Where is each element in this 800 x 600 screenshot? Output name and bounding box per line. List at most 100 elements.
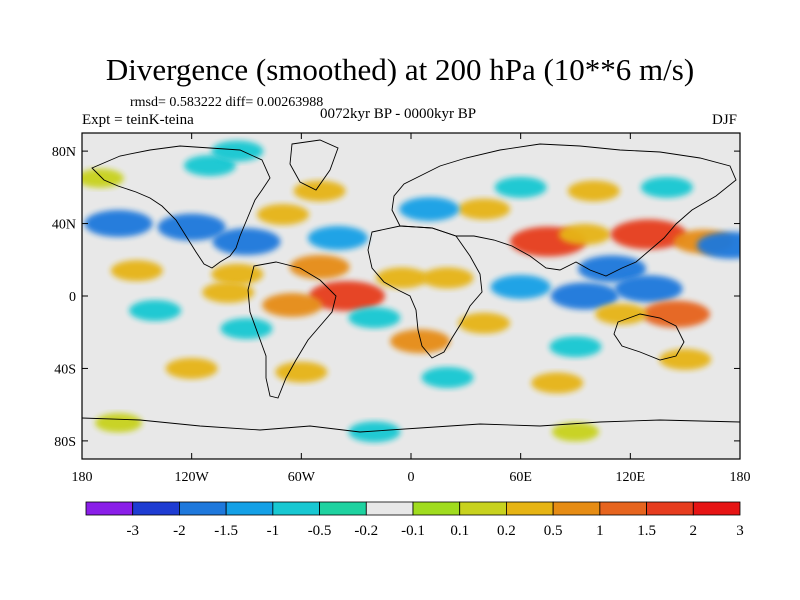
colorbar-label: 0.1 <box>450 523 469 539</box>
divergence-cell <box>211 263 264 285</box>
colorbar-label: 3 <box>736 523 744 539</box>
colorbar-box <box>412 501 461 516</box>
divergence-cell <box>551 422 600 442</box>
divergence-cell <box>659 348 712 370</box>
colorbar-label: -3 <box>126 523 139 539</box>
colorbar-label: -0.2 <box>354 523 378 539</box>
divergence-cell <box>399 197 460 222</box>
divergence-cell <box>567 180 620 202</box>
colorbar-box <box>692 501 741 516</box>
colorbar-box <box>646 501 694 516</box>
axes: 80N 40N 0 40S 80S 180 120W 60W 0 60E 120E 180 <box>52 133 751 485</box>
colorbar-label: 0.2 <box>497 523 516 539</box>
divergence-cell <box>202 281 255 303</box>
colorbar-box <box>365 501 414 516</box>
colorbar-label: -2 <box>173 523 186 539</box>
divergence-cell <box>490 274 551 299</box>
y-tick-label: 40S <box>54 362 76 377</box>
divergence-cell <box>531 372 584 394</box>
coastline-eurasia <box>391 143 737 277</box>
divergence-cell <box>550 282 619 310</box>
divergence-cell <box>610 219 687 250</box>
colorbar: -3 -2 -1.5 -1 -0.5 -0.2 -0.1 0.1 0.2 0.5 1 1.5 2 3 <box>85 501 744 539</box>
x-tick-label: 180 <box>730 470 751 485</box>
divergence-cell <box>458 198 511 220</box>
divergence-cell <box>293 180 346 202</box>
divergence-cell <box>183 155 236 177</box>
colorbar-box <box>506 501 554 516</box>
divergence-cell <box>307 226 368 251</box>
divergence-cell <box>494 176 547 198</box>
coastline-africa <box>367 225 483 359</box>
colorbar-box <box>599 501 647 516</box>
divergence-cell <box>595 303 648 325</box>
coastlines <box>82 139 740 433</box>
divergence-cell <box>390 329 451 354</box>
divergence-cell <box>642 300 711 328</box>
colorbar-label: 1.5 <box>637 523 656 539</box>
x-tick-label: 120E <box>616 470 646 485</box>
experiment-label: Expt = teinK-teina <box>82 112 194 128</box>
divergence-cell <box>165 357 218 379</box>
colorbar-box <box>85 501 134 516</box>
colorbar-box <box>459 501 507 516</box>
divergence-cell <box>82 168 124 188</box>
y-tick-label: 80N <box>52 145 76 160</box>
time-period-label: 0072kyr BP - 0000kyr BP <box>320 106 477 122</box>
colorbar-box <box>272 501 320 516</box>
divergence-cell <box>558 223 611 245</box>
x-tick-label: 60E <box>509 470 532 485</box>
coastline-south-america <box>247 261 337 399</box>
x-tick-label: 120W <box>175 470 210 485</box>
divergence-cell <box>84 210 153 238</box>
divergence-cell <box>275 361 328 383</box>
colorbar-label: -1.5 <box>214 523 238 539</box>
colorbar-label: -0.1 <box>401 523 425 539</box>
divergence-cell <box>640 176 693 198</box>
divergence-cell <box>578 255 647 283</box>
divergence-cell <box>110 260 163 282</box>
divergence-cell <box>220 318 273 340</box>
divergence-cell <box>157 213 226 241</box>
coastline-australia <box>613 313 685 361</box>
divergence-cell <box>696 231 740 259</box>
divergence-cell <box>421 367 474 388</box>
rmsd-diff-stats: rmsd= 0.583222 diff= 0.00263988 <box>130 95 324 110</box>
divergence-cell <box>614 275 683 303</box>
colorbar-box <box>132 501 180 516</box>
divergence-cell <box>257 204 310 225</box>
colorbar-label: 2 <box>690 523 698 539</box>
colorbar-label: -1 <box>267 523 280 539</box>
colorbar-label: 1 <box>596 523 604 539</box>
coastline-greenland <box>289 139 339 191</box>
divergence-cell <box>549 336 602 358</box>
coastline-antarctica <box>82 417 740 433</box>
divergence-field <box>82 140 740 443</box>
season-label: DJF <box>712 112 738 128</box>
colorbar-box <box>319 501 367 516</box>
divergence-cell <box>375 267 428 289</box>
colorbar-box <box>225 501 274 516</box>
divergence-cell <box>262 293 323 318</box>
divergence-cell <box>211 140 264 162</box>
figure-title: Divergence (smoothed) at 200 hPa (10**6 … <box>105 52 695 87</box>
x-tick-label: 0 <box>408 470 415 485</box>
y-tick-label: 40N <box>52 218 76 233</box>
x-tick-label: 180 <box>72 470 93 485</box>
colorbar-box <box>179 501 227 516</box>
divergence-cell <box>458 312 511 334</box>
colorbar-label: -0.5 <box>308 523 332 539</box>
colorbar-box <box>552 501 601 516</box>
y-tick-label: 80S <box>54 435 76 450</box>
y-tick-label: 0 <box>69 290 76 305</box>
divergence-cell <box>348 421 401 443</box>
coastline-north-america <box>91 145 271 269</box>
divergence-cell <box>212 228 281 256</box>
divergence-cell <box>94 413 143 433</box>
x-tick-label: 60W <box>288 470 316 485</box>
divergence-cell <box>289 255 350 280</box>
divergence-cell <box>129 299 182 321</box>
divergence-cell <box>421 267 474 289</box>
divergence-cell <box>348 307 401 329</box>
